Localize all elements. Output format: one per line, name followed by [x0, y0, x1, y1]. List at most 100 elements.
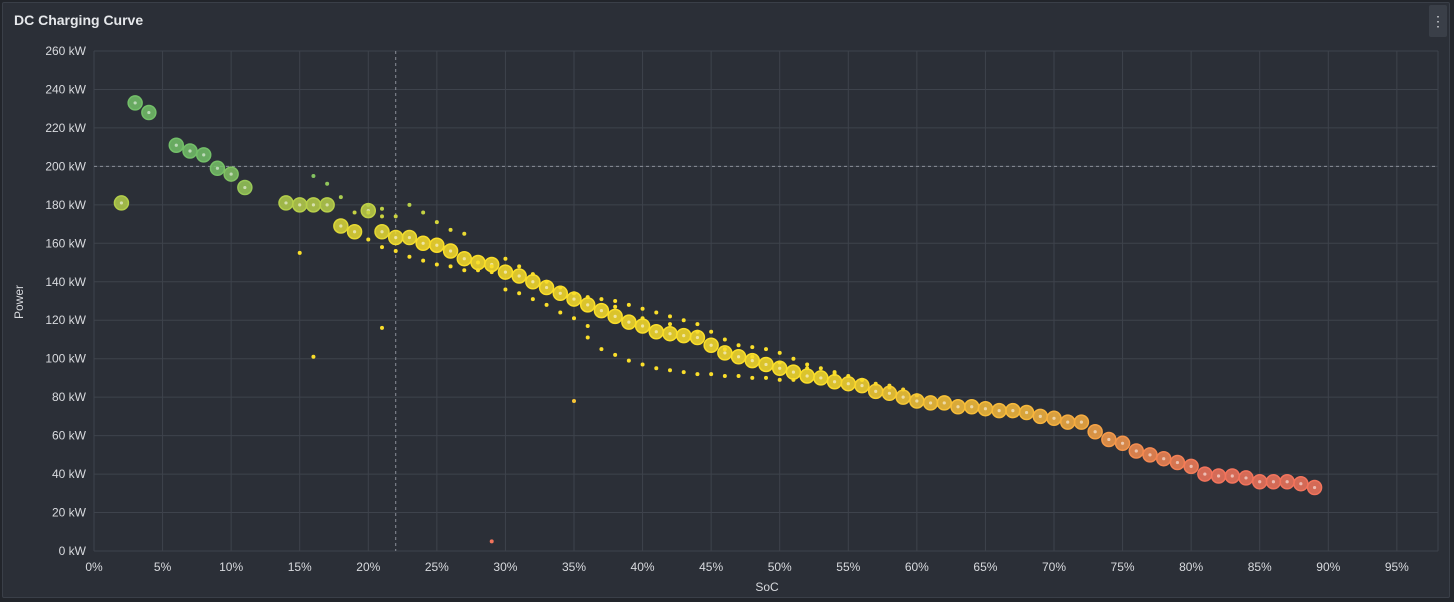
data-point-small [887, 385, 892, 390]
data-point-center [215, 166, 220, 170]
data-point-center [627, 320, 631, 324]
data-point-small [476, 260, 480, 265]
x-tick-label: 25% [425, 560, 449, 574]
data-point-center [846, 382, 850, 386]
data-point-small [585, 335, 590, 340]
data-point-center [695, 335, 700, 340]
data-point-center [764, 362, 768, 367]
data-point-small [681, 318, 686, 323]
data-point-center [531, 280, 535, 284]
data-point-small [380, 325, 384, 330]
data-point-small [311, 174, 316, 178]
data-point-small [654, 310, 659, 315]
y-tick-label: 240 kW [45, 82, 86, 96]
data-point-small [805, 362, 810, 367]
data-point-small [613, 352, 618, 357]
y-tick-label: 20 kW [52, 506, 87, 520]
data-point-small [366, 210, 371, 215]
x-tick-label: 65% [973, 560, 997, 574]
data-point-center [311, 203, 316, 207]
y-tick-label: 80 kW [52, 390, 87, 404]
data-point-center [750, 359, 754, 363]
data-point-center [983, 407, 988, 411]
y-tick-label: 60 kW [52, 429, 87, 443]
data-point-small [503, 256, 508, 261]
y-tick-label: 100 kW [45, 352, 86, 366]
y-tick-label: 220 kW [45, 121, 86, 135]
x-tick-label: 50% [768, 560, 792, 574]
data-point-center [682, 334, 686, 338]
data-point-small [503, 287, 508, 292]
data-point-small [750, 375, 755, 380]
crosshair [94, 51, 1438, 551]
data-point-small [530, 297, 535, 302]
data-point-center [832, 380, 837, 384]
data-point-small [654, 366, 659, 371]
panel-title: DC Charging Curve [14, 12, 144, 28]
data-point-small [558, 285, 563, 290]
data-point-small [572, 291, 576, 296]
data-point-small [585, 295, 590, 300]
data-point-center [147, 110, 151, 115]
data-point-center [243, 185, 247, 190]
data-point-center [558, 291, 562, 295]
data-point-small [709, 372, 714, 377]
data-point-center [380, 230, 384, 234]
data-point-center [284, 201, 288, 205]
data-point-small [736, 374, 741, 378]
small-points [297, 174, 919, 544]
data-point-small [668, 368, 672, 373]
data-point-small [832, 372, 837, 377]
x-tick-label: 35% [562, 560, 586, 574]
data-point-center [709, 343, 713, 347]
data-point-center [860, 384, 864, 388]
data-point-center [1312, 485, 1317, 490]
data-point-small [750, 354, 755, 359]
data-point-center [887, 391, 892, 395]
data-point-small [407, 254, 412, 259]
data-point-center [1271, 480, 1276, 484]
data-point-small [380, 245, 384, 250]
data-point-small [777, 360, 782, 365]
data-point-center [394, 235, 398, 240]
data-point-small [380, 214, 384, 219]
data-point-small [846, 374, 851, 378]
data-point-small [626, 358, 631, 363]
data-point-center [668, 332, 672, 336]
data-point-center [298, 203, 302, 207]
y-tick-label: 40 kW [52, 467, 87, 481]
data-point-center [229, 172, 233, 176]
data-point-center [448, 249, 453, 253]
y-axis-ticks: 0 kW 20 kW 40 kW 60 kW 80 kW 100 kW 120 kW 140 … [45, 44, 86, 558]
data-point-small [722, 347, 727, 352]
x-tick-label: 60% [905, 560, 929, 574]
data-point-small [558, 310, 563, 315]
more-vertical-icon[interactable]: ⋮ [1429, 5, 1447, 37]
x-axis-ticks: 0% 5% 10% 15% 20% 25% 30% 35% 40% 45% 50% 55% 60% 65%… [85, 560, 1409, 574]
data-point-center [599, 309, 604, 313]
data-point-center [1148, 453, 1152, 457]
data-point-center [1244, 476, 1248, 480]
data-point-center [1093, 430, 1097, 434]
data-point-small [736, 343, 741, 348]
data-point-center [517, 274, 521, 278]
y-tick-label: 120 kW [45, 313, 86, 327]
x-tick-label: 20% [356, 560, 380, 574]
data-point-center [352, 230, 357, 234]
data-point-center [586, 303, 590, 307]
data-point-center [1038, 414, 1042, 418]
data-point-small [722, 374, 727, 378]
data-point-center [654, 330, 658, 334]
data-point-center [1066, 420, 1070, 424]
data-point-small [530, 272, 535, 277]
data-point-center [915, 399, 919, 403]
data-point-center [805, 374, 809, 378]
data-point-center [174, 143, 178, 147]
data-point-center [874, 389, 878, 393]
data-point-small [668, 322, 672, 327]
data-point-small [640, 316, 645, 321]
y-tick-label: 180 kW [45, 198, 86, 212]
data-point-center [544, 285, 549, 290]
data-point-center [462, 257, 466, 261]
data-point-center [325, 203, 329, 207]
